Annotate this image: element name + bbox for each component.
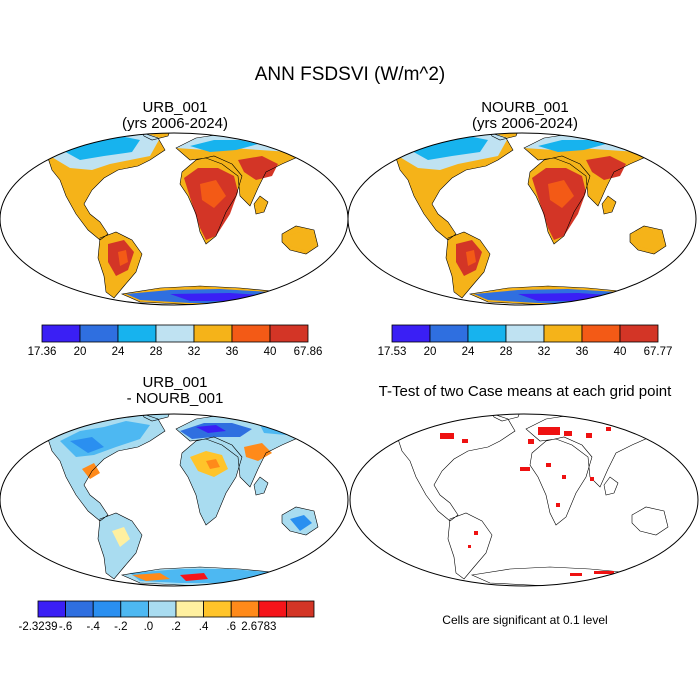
panel-title-diff-line1: URB_001	[142, 374, 208, 391]
colorbar-urb-swatch	[269, 324, 309, 343]
colorbar-diff-label: -2.3239	[18, 621, 57, 633]
panel-title-urb: URB_001 (yrs 2006-2024)	[25, 100, 325, 132]
panel-title-nourb-line2: (yrs 2006-2024)	[472, 115, 578, 132]
colorbar-diff-swatch	[147, 600, 177, 618]
panel-title-urb-line1: URB_001	[142, 99, 208, 116]
map-diff	[0, 413, 349, 587]
map-nourb	[347, 132, 697, 306]
colorbar-diff-label: -.4	[86, 621, 100, 633]
colorbar-diff-label: .0	[144, 621, 154, 633]
panel-title-nourb: NOURB_001 (yrs 2006-2024)	[375, 100, 675, 132]
colorbar-nourb-swatch	[391, 324, 431, 343]
colorbar-urb-label: 32	[188, 346, 201, 358]
colorbar-urb-label: 24	[112, 346, 125, 358]
colorbar-diff-swatch	[285, 600, 315, 618]
panel-title-diff: URB_001 - NOURB_001	[25, 375, 325, 407]
colorbar-urb-label: 67.86	[294, 346, 323, 358]
colorbar-urb-label: 20	[74, 346, 87, 358]
colorbar-diff-label: .2	[171, 621, 181, 633]
colorbar-nourb-label: 20	[424, 346, 437, 358]
colorbar-urb-swatch	[117, 324, 157, 343]
colorbar-diff-label: -.2	[114, 621, 127, 633]
colorbar-nourb-label: 32	[538, 346, 551, 358]
map-urb	[0, 132, 349, 306]
panel-title-nourb-line1: NOURB_001	[481, 99, 569, 116]
figure-title: ANN FSDSVI (W/m^2)	[254, 64, 446, 85]
colorbar-urb: 17.36 20 24 28 32 36 40 67.86	[28, 324, 323, 358]
colorbar-diff-label: 2.6783	[241, 621, 276, 633]
colorbar-nourb-label: 36	[576, 346, 589, 358]
colorbar-urb-swatch	[79, 324, 119, 343]
colorbar-urb-swatch	[41, 324, 81, 343]
colorbar-urb-label: 28	[150, 346, 163, 358]
colorbar-urb-label: 40	[264, 346, 277, 358]
colorbar-nourb-swatch	[505, 324, 545, 343]
colorbar-nourb-swatch	[581, 324, 621, 343]
colorbar-diff-swatch	[120, 600, 149, 618]
colorbar-urb-swatch	[155, 324, 195, 343]
colorbar-diff: -2.3239 -.6 -.4 -.2 .0 .2 .4 .6 2.6783	[18, 600, 315, 633]
colorbar-nourb-label: 28	[500, 346, 513, 358]
colorbar-diff-label: .6	[226, 621, 236, 633]
colorbar-nourb-label: 67.77	[644, 346, 673, 358]
colorbar-nourb-label: 40	[614, 346, 627, 358]
colorbar-urb-label: 36	[226, 346, 239, 358]
colorbar-diff-swatch	[37, 600, 67, 618]
colorbar-diff-label: .4	[199, 621, 209, 633]
map-ttest	[349, 413, 699, 587]
colorbar-urb-label: 17.36	[28, 346, 57, 358]
colorbar-diff-swatch	[92, 600, 122, 618]
colorbar-diff-label: -.6	[59, 621, 72, 633]
panel-title-urb-line2: (yrs 2006-2024)	[122, 115, 228, 132]
colorbar-diff-swatch	[258, 600, 287, 618]
panel-title-ttest: T-Test of two Case means at each grid po…	[350, 384, 700, 400]
colorbar-nourb-swatch	[543, 324, 583, 343]
significance-footnote: Cells are significant at 0.1 level	[442, 613, 608, 627]
colorbar-diff-swatch	[175, 600, 205, 618]
colorbar-nourb-label: 17.53	[378, 346, 407, 358]
panel-title-diff-line2: - NOURB_001	[126, 390, 224, 407]
colorbar-nourb-swatch	[429, 324, 469, 343]
colorbar-nourb-swatch	[619, 324, 659, 343]
panel-title-ttest-line1: T-Test of two Case means at each grid po…	[378, 383, 672, 400]
colorbar-nourb-label: 24	[462, 346, 475, 358]
colorbar-urb-swatch	[193, 324, 233, 343]
colorbar-diff-swatch	[65, 600, 94, 618]
colorbar-urb-swatch	[231, 324, 271, 343]
colorbar-diff-swatch	[203, 600, 232, 618]
colorbar-nourb-swatch	[467, 324, 507, 343]
colorbar-nourb: 17.53 20 24 28 32 36 40 67.77	[378, 324, 673, 358]
colorbar-diff-swatch	[230, 600, 260, 618]
